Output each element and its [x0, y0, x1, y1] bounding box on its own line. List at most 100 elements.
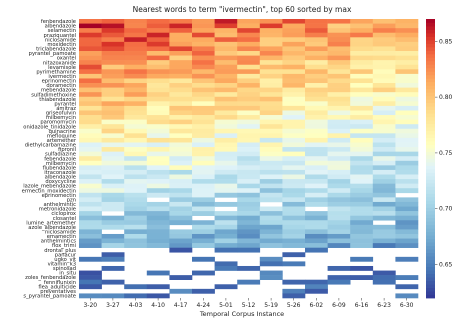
heatmap-cell: [192, 174, 215, 180]
heatmap-cell: [124, 46, 148, 52]
heatmap-cell: [146, 23, 170, 29]
heatmap-cell: [101, 137, 125, 143]
heatmap-cell: [101, 78, 125, 84]
colorbar-segment: [426, 242, 435, 247]
heatmap-cell: [282, 110, 306, 116]
heatmap-cell: [214, 211, 238, 216]
heatmap-cell: [372, 83, 396, 88]
row-label: albendazole: [45, 24, 76, 30]
heatmap-cell: [79, 279, 102, 285]
row-label: flox_trimi: [52, 243, 76, 249]
heatmap-cell: [327, 92, 351, 98]
heatmap-cell: [79, 183, 102, 189]
heatmap-cell: [192, 179, 215, 184]
heatmap-cell: [259, 41, 283, 47]
colorbar-segment: [426, 137, 435, 142]
heatmap-cell: [372, 192, 396, 198]
heatmap-cell: [124, 128, 148, 134]
column-label: 4-03: [129, 302, 143, 309]
heatmap-cell: [395, 128, 419, 134]
heatmap-cell: [237, 96, 261, 102]
heatmap-cell: [124, 215, 148, 221]
heatmap-cell: [237, 142, 261, 148]
heatmap-cell: [350, 51, 374, 56]
heatmap-cell: [327, 87, 351, 93]
heatmap-cell: [327, 83, 351, 88]
heatmap-cell: [372, 243, 396, 248]
column-label: 4-10: [151, 302, 165, 309]
heatmap-cell: [259, 64, 283, 70]
heatmap-cell: [192, 206, 215, 212]
heatmap-cell: [372, 96, 396, 102]
heatmap-cell: [79, 270, 102, 276]
row-label: artemether: [47, 138, 77, 144]
heatmap-cell: [192, 73, 215, 79]
heatmap-cell: [259, 105, 283, 111]
heatmap-cell: [327, 78, 351, 84]
heatmap-cell: [327, 128, 351, 134]
heatmap-cell: [282, 73, 306, 79]
heatmap-cell: [372, 60, 396, 66]
heatmap-cell: [282, 119, 306, 125]
heatmap-cell: [395, 41, 419, 47]
colorbar-segment: [426, 53, 435, 58]
heatmap-cell: [79, 19, 102, 24]
heatmap-cell: [282, 233, 306, 239]
heatmap-cell: [305, 96, 328, 102]
heatmap-cell: [192, 224, 215, 230]
heatmap-cell: [305, 51, 328, 56]
heatmap-cell: [214, 133, 238, 139]
heatmap-cell: [79, 133, 102, 139]
heatmap-cell: [259, 192, 283, 198]
heatmap-cell: [395, 64, 419, 70]
heatmap-cell: [305, 215, 328, 221]
heatmap-cell: [101, 179, 125, 184]
heatmap-cell: [372, 201, 396, 207]
heatmap-cell: [395, 60, 419, 66]
colorbar-segment: [426, 60, 435, 65]
heatmap-cell: [124, 137, 148, 143]
heatmap-cell: [237, 115, 261, 120]
heatmap-cell: [350, 224, 374, 230]
heatmap-cell: [169, 229, 193, 235]
heatmap-cell: [101, 28, 125, 34]
heatmap-cell: [124, 293, 148, 299]
heatmap-cell: [101, 69, 125, 75]
heatmap-cell: [214, 220, 238, 226]
heatmap-cell: [169, 165, 193, 171]
heatmap-cell: [214, 224, 238, 230]
heatmap-cell: [350, 110, 374, 116]
heatmap-cell: [305, 188, 328, 194]
heatmap-cell: [395, 156, 419, 162]
heatmap-cell: [214, 147, 238, 152]
heatmap-cell: [282, 115, 306, 120]
heatmap-cell: [192, 288, 215, 294]
heatmap-cell: [101, 256, 125, 262]
row-label: vitamin_k3: [48, 262, 76, 268]
heatmap-cell: [169, 288, 193, 294]
row-label: doxycycline: [45, 179, 76, 185]
heatmap-cell: [372, 169, 396, 175]
heatmap-cell: [395, 142, 419, 148]
row-label: thiabendazole: [39, 97, 76, 103]
heatmap-cells: [79, 19, 419, 299]
heatmap-cell: [79, 165, 102, 171]
heatmap-cell: [350, 124, 374, 130]
heatmap-cell: [192, 142, 215, 148]
heatmap-cell: [282, 174, 306, 180]
heatmap-cell: [79, 174, 102, 180]
heatmap-cell: [259, 83, 283, 88]
heatmap-cell: [372, 229, 396, 235]
heatmap-cell: [237, 160, 261, 166]
heatmap-cell: [101, 165, 125, 171]
heatmap-cell: [259, 137, 283, 143]
heatmap-cell: [305, 151, 328, 157]
heatmap-cell: [395, 201, 419, 207]
row-label: emamectin: [47, 234, 76, 240]
colorbar-segment: [426, 148, 435, 152]
heatmap-cell: [237, 137, 261, 143]
heatmap-cell: [305, 124, 328, 130]
heatmap-cell: [395, 51, 419, 56]
heatmap-cell: [395, 69, 419, 75]
heatmap-cell: [259, 119, 283, 125]
